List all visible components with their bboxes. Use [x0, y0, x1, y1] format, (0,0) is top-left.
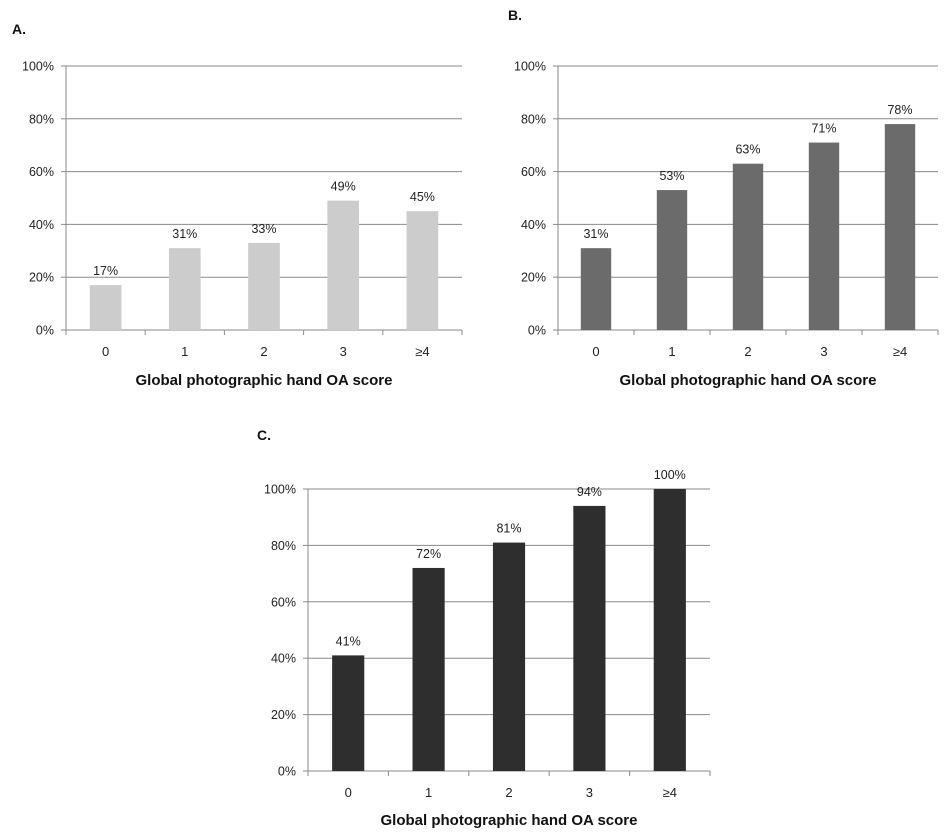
y-tick-label: 0% [528, 324, 546, 338]
bar [332, 655, 365, 771]
bar [732, 163, 764, 330]
data-label: 94% [577, 485, 602, 499]
y-tick-label: 80% [271, 539, 296, 553]
x-tick-label: 1 [181, 344, 188, 359]
panel-b: B. 0% 20% 40% 60% 80% 100% 31% 0 53% 1 63% 2 71% 3 78% ≥… [508, 7, 939, 389]
y-tick-label: 20% [521, 271, 546, 285]
x-tick-label: 1 [425, 785, 432, 800]
y-tick-label: 80% [521, 112, 546, 126]
data-label: 81% [496, 522, 521, 536]
data-label: 41% [336, 634, 361, 648]
panel-label: B. [508, 7, 522, 23]
bar [89, 285, 122, 330]
data-label: 45% [410, 190, 435, 204]
y-tick-label: 40% [521, 218, 546, 232]
x-tick-label: 3 [340, 344, 347, 359]
data-label: 71% [811, 122, 836, 136]
bar [168, 248, 201, 330]
bar [327, 200, 360, 330]
y-tick-label: 40% [29, 218, 54, 232]
x-tick-label: ≥4 [415, 344, 429, 359]
x-axis-title: Global photographic hand OA score [381, 812, 638, 829]
bar [492, 542, 526, 771]
y-tick-label: 100% [22, 60, 54, 74]
bar [808, 142, 840, 330]
bar [248, 242, 280, 330]
y-tick-label: 40% [271, 652, 296, 666]
bar [653, 489, 686, 771]
panel-label: C. [257, 427, 271, 443]
data-label: 31% [583, 227, 608, 241]
data-label: 17% [93, 264, 118, 278]
bar [406, 211, 439, 330]
data-label: 100% [654, 468, 686, 482]
y-tick-label: 100% [514, 60, 546, 74]
data-label: 33% [251, 222, 276, 236]
x-tick-label: ≥4 [663, 785, 677, 800]
x-tick-label: 2 [260, 344, 267, 359]
data-label: 31% [172, 227, 197, 241]
y-tick-label: 100% [264, 483, 296, 497]
x-tick-label: 3 [586, 785, 593, 800]
x-axis-title: Global photographic hand OA score [620, 372, 877, 389]
bar [573, 505, 606, 771]
panel-label: A. [12, 21, 26, 37]
y-tick-label: 20% [29, 271, 54, 285]
x-tick-label: 1 [668, 344, 675, 359]
data-label: 72% [416, 547, 441, 561]
x-tick-label: ≥4 [893, 344, 907, 359]
panel-c: C. 0% 20% 40% 60% 80% 100% 41% 0 72% 1 81% 2 94% 3 100%… [257, 427, 711, 829]
data-label: 49% [331, 180, 356, 194]
y-tick-label: 20% [271, 708, 296, 722]
y-tick-label: 60% [271, 595, 296, 609]
x-tick-label: 2 [744, 344, 751, 359]
panel-a: A. 0% 20% 40% 60% 80% 100% 17% 0 31% 1 33% 2 49% 3 45% ≥… [12, 21, 463, 389]
y-tick-label: 60% [29, 165, 54, 179]
data-label: 63% [735, 143, 760, 157]
x-tick-label: 0 [345, 785, 352, 800]
bar [884, 124, 916, 330]
x-tick-label: 0 [102, 344, 109, 359]
x-tick-label: 2 [505, 785, 512, 800]
bar [656, 190, 688, 330]
y-tick-label: 80% [29, 112, 54, 126]
y-tick-label: 0% [36, 324, 54, 338]
data-label: 53% [659, 169, 684, 183]
x-tick-label: 0 [592, 344, 599, 359]
y-tick-label: 60% [521, 165, 546, 179]
data-label: 78% [887, 103, 912, 117]
x-tick-label: 3 [820, 344, 827, 359]
x-axis-title: Global photographic hand OA score [136, 372, 393, 389]
y-tick-label: 0% [278, 765, 296, 779]
bar [412, 567, 445, 771]
bar [580, 248, 612, 330]
